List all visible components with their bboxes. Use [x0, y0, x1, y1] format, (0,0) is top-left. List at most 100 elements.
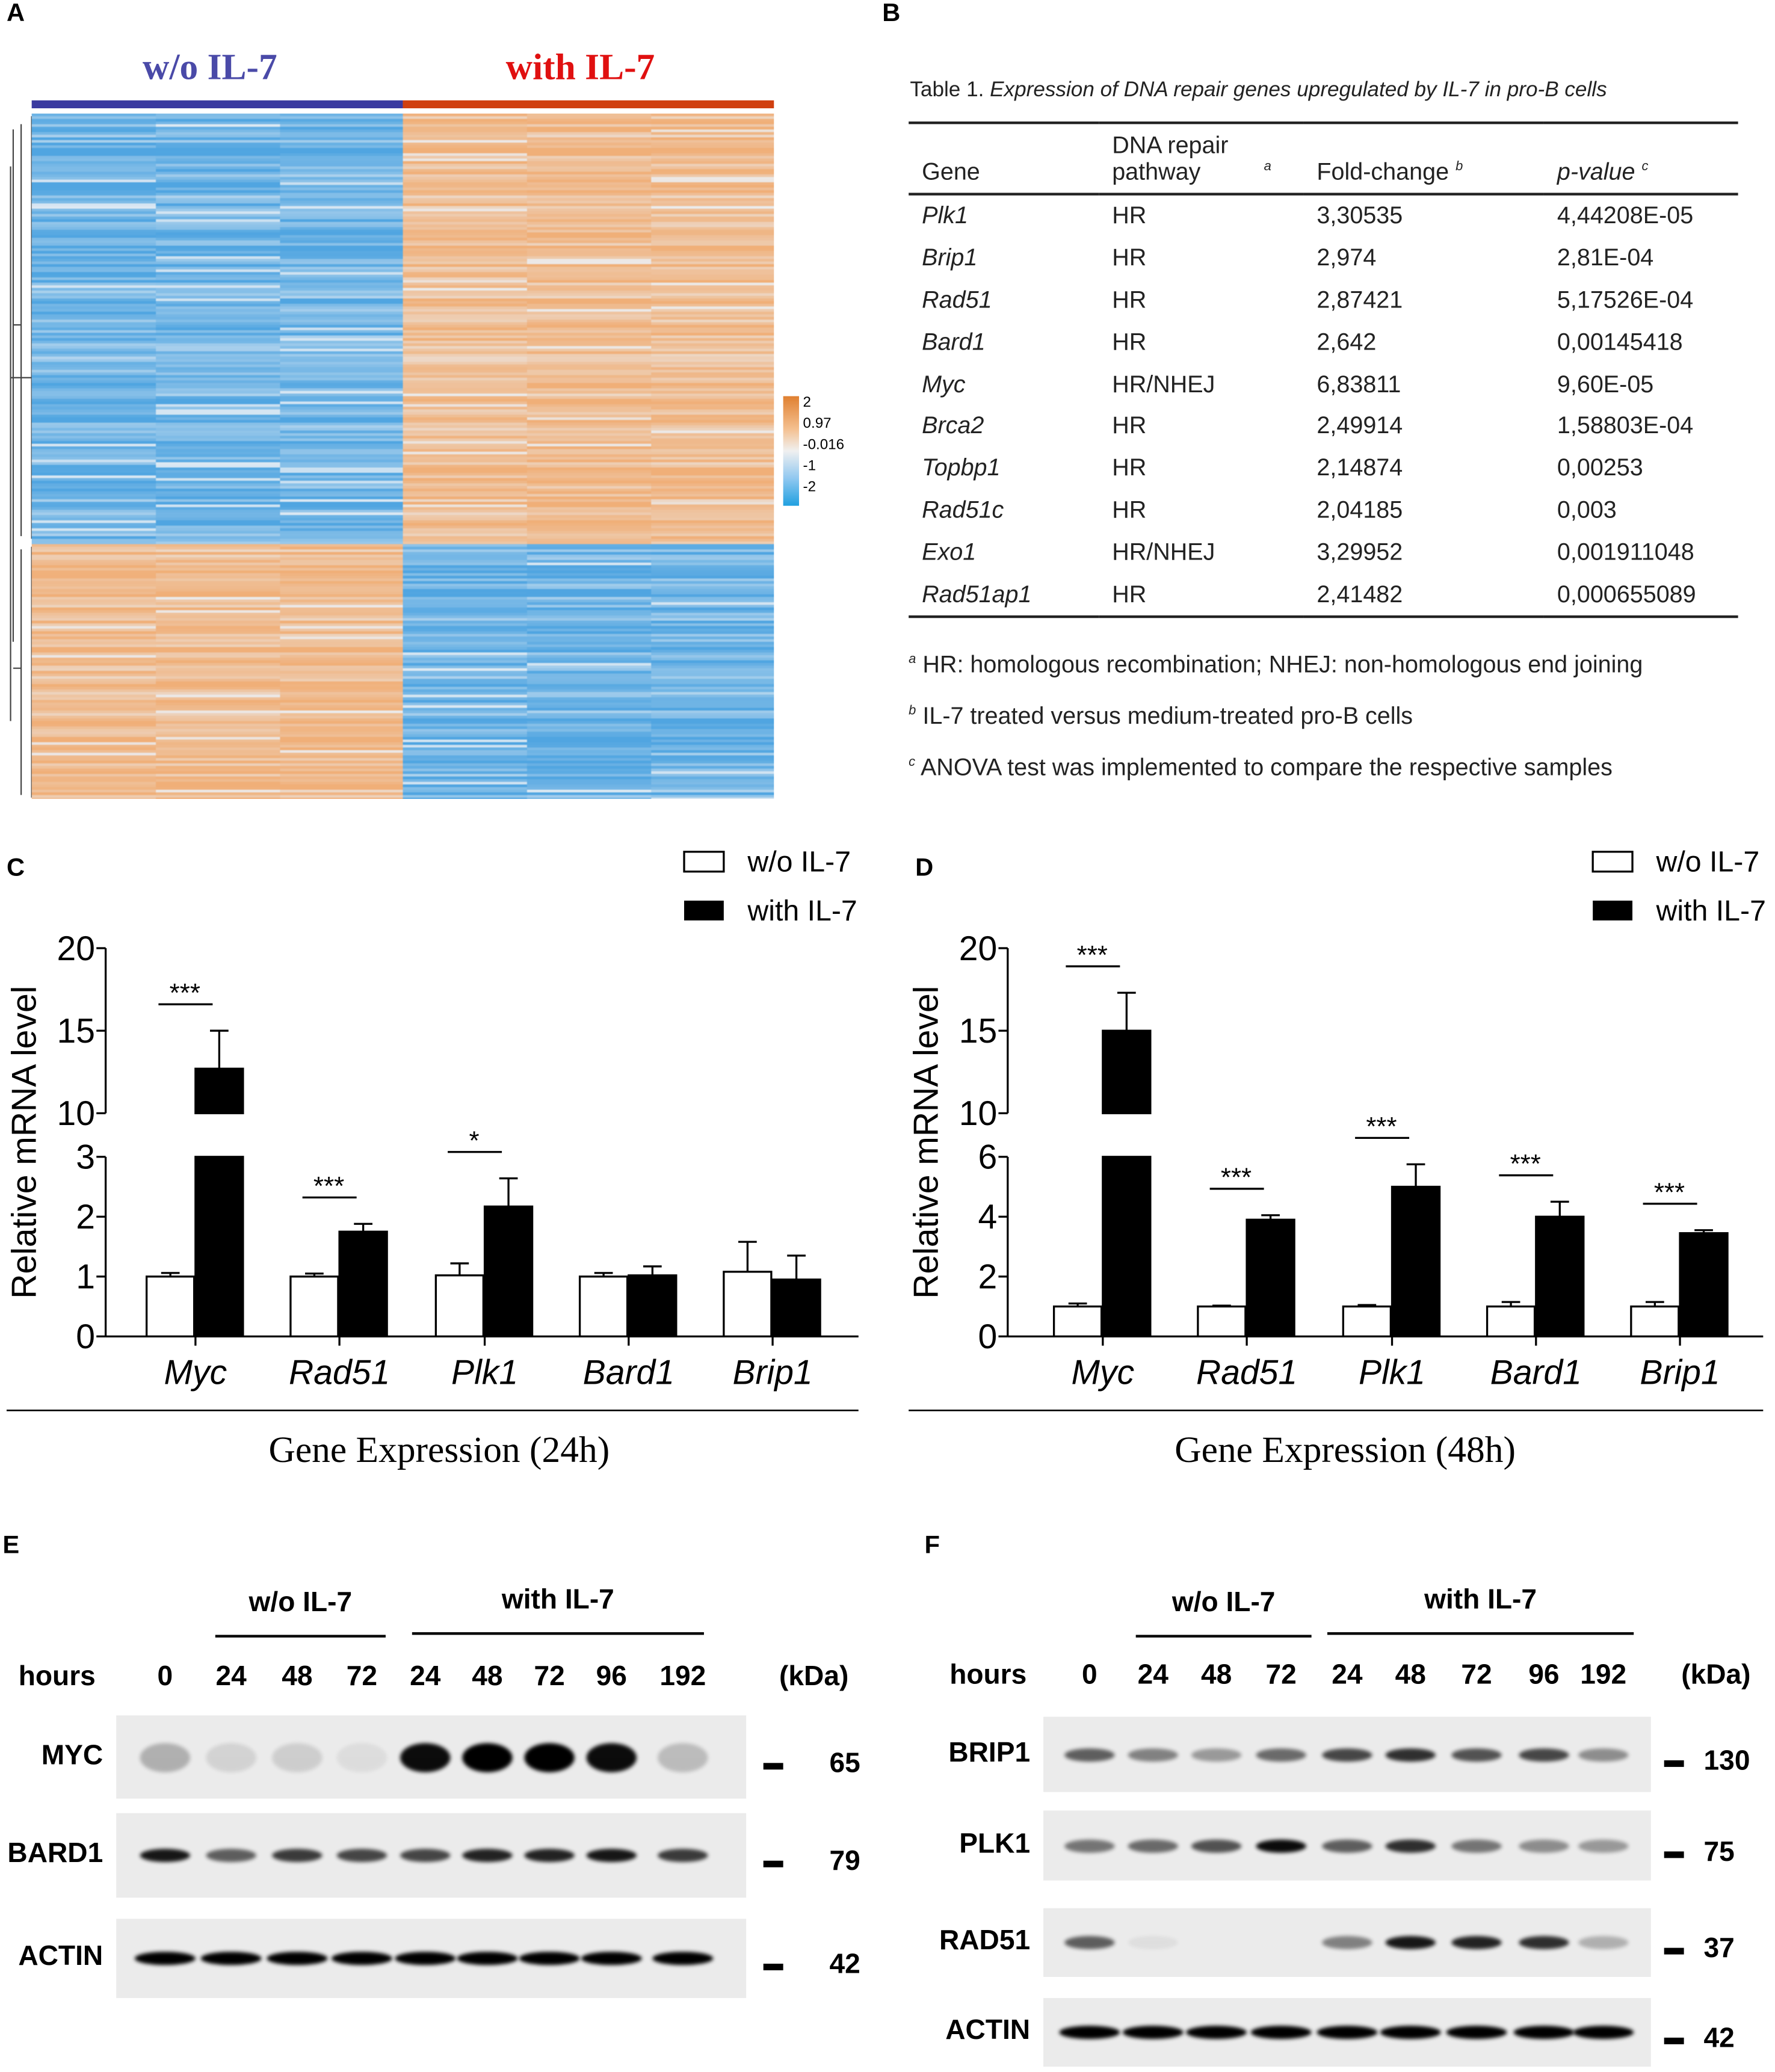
legend-label-without: w/o IL-7 [1656, 846, 1760, 878]
bar-with-lower [194, 1156, 244, 1337]
band [658, 1849, 708, 1862]
x-tick-label: Brip1 [1640, 1353, 1720, 1392]
sup: b [1455, 159, 1463, 174]
table-row: Rad51 HR 2,87421 5,17526E-04 [909, 279, 1738, 321]
kda-value: 37 [1703, 1933, 1735, 1964]
x-tick-label: Brip1 [732, 1353, 812, 1392]
footnote-text: ANOVA test was implemented to compare th… [920, 754, 1613, 781]
significance-marker: *** [1221, 1163, 1252, 1192]
table-row: Bard1 HR 2,642 0,00145418 [909, 321, 1738, 363]
cell-gene: Rad51 [922, 286, 992, 313]
cell-p-value: 0,00145418 [1557, 328, 1683, 355]
cell-gene: Bard1 [922, 328, 986, 355]
blot-row-label: PLK1 [959, 1828, 1031, 1859]
band [1380, 2026, 1441, 2040]
y-tick-label: 20 [959, 930, 997, 968]
colorbar-tick: 2 [803, 395, 812, 411]
band [1385, 1748, 1436, 1762]
blot-group-underline [1327, 1632, 1634, 1635]
band [519, 1952, 580, 1966]
y-tick-label: 10 [57, 1094, 95, 1133]
band [1385, 1935, 1436, 1949]
band [1122, 2026, 1184, 2040]
group-bar-with [403, 100, 774, 108]
colorbar-tick: -1 [803, 458, 816, 475]
bar-with [1679, 1232, 1729, 1337]
blot-brip1 [1043, 1716, 1651, 1792]
footnote: a HR: homologous recombination; NHEJ: no… [909, 637, 1643, 688]
band [1191, 1839, 1242, 1852]
size-marker [1664, 1851, 1684, 1858]
band [272, 1742, 323, 1772]
footnote-text: IL-7 treated versus medium-treated pro-B… [922, 702, 1413, 729]
band [581, 1952, 642, 1966]
hour-label: 96 [596, 1661, 627, 1692]
bar-with [1391, 1185, 1441, 1337]
kda-label: (kDa) [779, 1661, 849, 1692]
colorbar-tick: -0.016 [803, 437, 845, 453]
table-row: Myc HR/NHEJ 6,83811 9,60E-05 [909, 363, 1738, 405]
panel-label-f: F [924, 1532, 940, 1560]
bar-with [483, 1205, 534, 1337]
bar-without [1197, 1305, 1247, 1337]
hour-label: 192 [659, 1661, 706, 1692]
size-marker [1664, 1759, 1684, 1766]
size-marker [1664, 2037, 1684, 2044]
band [1250, 2026, 1312, 2040]
band [400, 1742, 451, 1772]
band [1256, 1839, 1306, 1852]
band [206, 1849, 256, 1862]
band [1573, 2026, 1634, 2040]
band [336, 1849, 387, 1862]
cell-gene: Plk1 [922, 202, 968, 229]
kda-value: 65 [829, 1748, 860, 1778]
blot-row-label: RAD51 [939, 1925, 1031, 1956]
table-row: Rad51c HR 2,04185 0,003 [909, 489, 1738, 531]
x-tick-label: Myc [1072, 1353, 1135, 1392]
cell-pathway: HR [1112, 328, 1147, 355]
cell-p-value: 1,58803E-04 [1557, 412, 1694, 439]
band [1451, 1839, 1502, 1852]
table-header-row: Gene DNA repair pathway a Fold-change b … [909, 121, 1738, 196]
blot-myc [116, 1715, 747, 1799]
hour-label: 96 [1528, 1660, 1560, 1691]
band [1322, 1748, 1372, 1762]
hour-label: 48 [1200, 1660, 1232, 1691]
band [206, 1742, 256, 1772]
y-tick-label: 0 [76, 1318, 95, 1356]
cell-gene: Rad51ap1 [909, 573, 1099, 618]
bar-without [1486, 1305, 1536, 1337]
cell-p-value: 9,60E-05 [1557, 370, 1654, 397]
cell-gene: Exo1 [922, 538, 977, 565]
panel-label-e: E [2, 1532, 20, 1560]
colorbar [783, 396, 799, 506]
y-tick-label: 1 [76, 1258, 95, 1297]
bar-without [434, 1274, 485, 1337]
hours-label: hours [18, 1661, 96, 1692]
bar-without [1052, 1305, 1103, 1337]
panel-label-d: D [915, 854, 934, 883]
band [1519, 1935, 1569, 1949]
cell-fold-change: 2,04185 [1317, 496, 1403, 523]
kda-value: 42 [829, 1949, 860, 1980]
band [658, 1742, 708, 1772]
cell-fold-change: 3,29952 [1317, 538, 1403, 565]
header-pathway: DNA repair pathway [1112, 132, 1229, 185]
size-marker [1664, 1947, 1684, 1955]
band [462, 1849, 513, 1862]
significance-marker: *** [1654, 1177, 1685, 1207]
blot-row-label: BARD1 [7, 1838, 103, 1869]
cell-pathway: HR [1112, 496, 1147, 523]
legend-swatch-with [684, 900, 724, 920]
caption-text: Expression of DNA repair genes upregulat… [990, 79, 1607, 102]
footnote: b IL-7 treated versus medium-treated pro… [909, 688, 1643, 740]
hour-label: 24 [410, 1661, 441, 1692]
cell-pathway: HR [1112, 202, 1147, 229]
cell-fold-change: 2,41482 [1303, 573, 1544, 618]
legend-swatch-with [1593, 900, 1633, 920]
panel-label-b: B [882, 0, 901, 28]
heatmap [31, 113, 774, 799]
hour-label: 48 [1395, 1660, 1426, 1691]
table-row: Rad51ap1 HR 2,41482 0,000655089 [909, 573, 1738, 618]
bar-with [771, 1278, 821, 1337]
